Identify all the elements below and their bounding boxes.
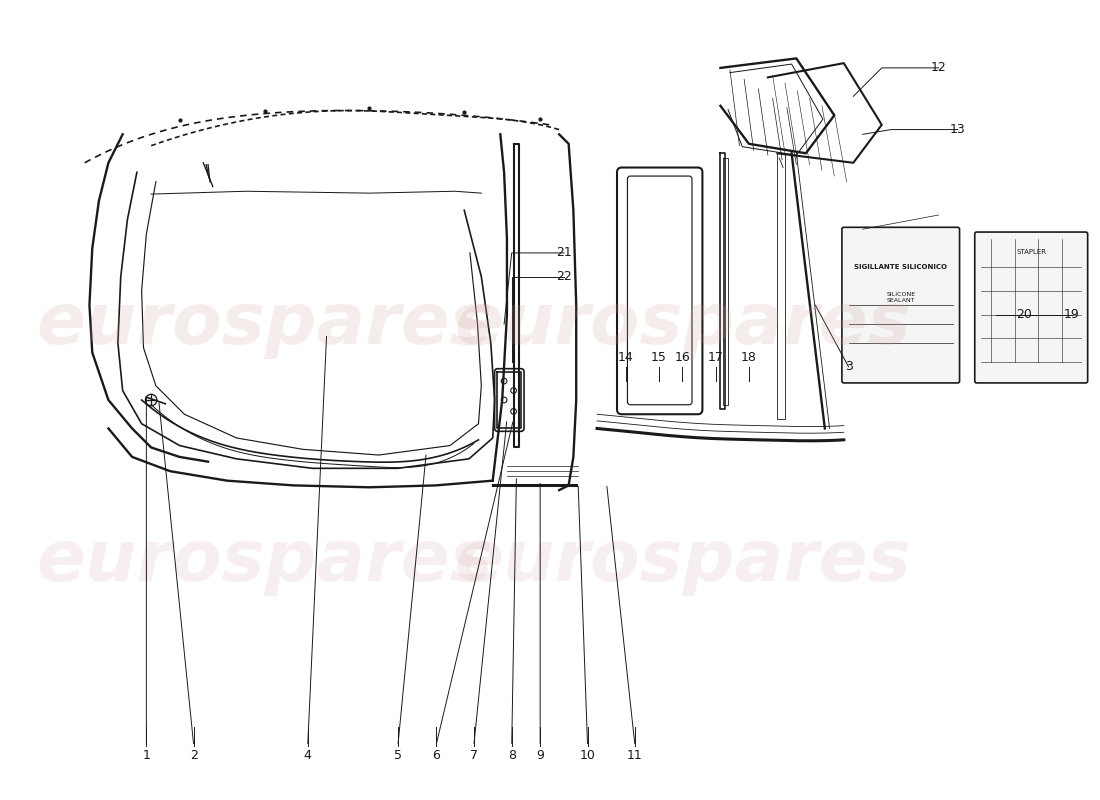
Text: 22: 22 [556, 270, 572, 283]
Text: 10: 10 [580, 750, 595, 762]
Text: 19: 19 [1064, 308, 1079, 321]
Text: 11: 11 [627, 750, 642, 762]
Text: eurospares: eurospares [36, 290, 494, 358]
FancyBboxPatch shape [975, 232, 1088, 383]
Text: eurospares: eurospares [36, 527, 494, 596]
Text: 18: 18 [741, 351, 757, 364]
Text: 20: 20 [1016, 308, 1032, 321]
Text: 14: 14 [618, 351, 634, 364]
Text: 5: 5 [394, 750, 402, 762]
Text: 17: 17 [707, 351, 724, 364]
Text: 21: 21 [556, 246, 572, 259]
Text: 12: 12 [931, 62, 947, 74]
FancyBboxPatch shape [842, 227, 959, 383]
Text: SILICONE
SEALANT: SILICONE SEALANT [887, 292, 915, 303]
Text: 13: 13 [949, 123, 966, 136]
Text: eurospares: eurospares [454, 527, 911, 596]
Text: eurospares: eurospares [454, 290, 911, 358]
Text: 9: 9 [536, 750, 544, 762]
Text: 4: 4 [304, 750, 311, 762]
Text: 6: 6 [432, 750, 440, 762]
Text: 3: 3 [845, 360, 853, 374]
Text: 2: 2 [190, 750, 198, 762]
Text: STAPLER: STAPLER [1016, 249, 1046, 254]
Text: 1: 1 [142, 750, 151, 762]
Text: 8: 8 [508, 750, 516, 762]
Text: 16: 16 [674, 351, 691, 364]
Text: SIGILLANTE SILICONICO: SIGILLANTE SILICONICO [855, 264, 947, 270]
Text: 15: 15 [651, 351, 667, 364]
Text: 7: 7 [470, 750, 477, 762]
